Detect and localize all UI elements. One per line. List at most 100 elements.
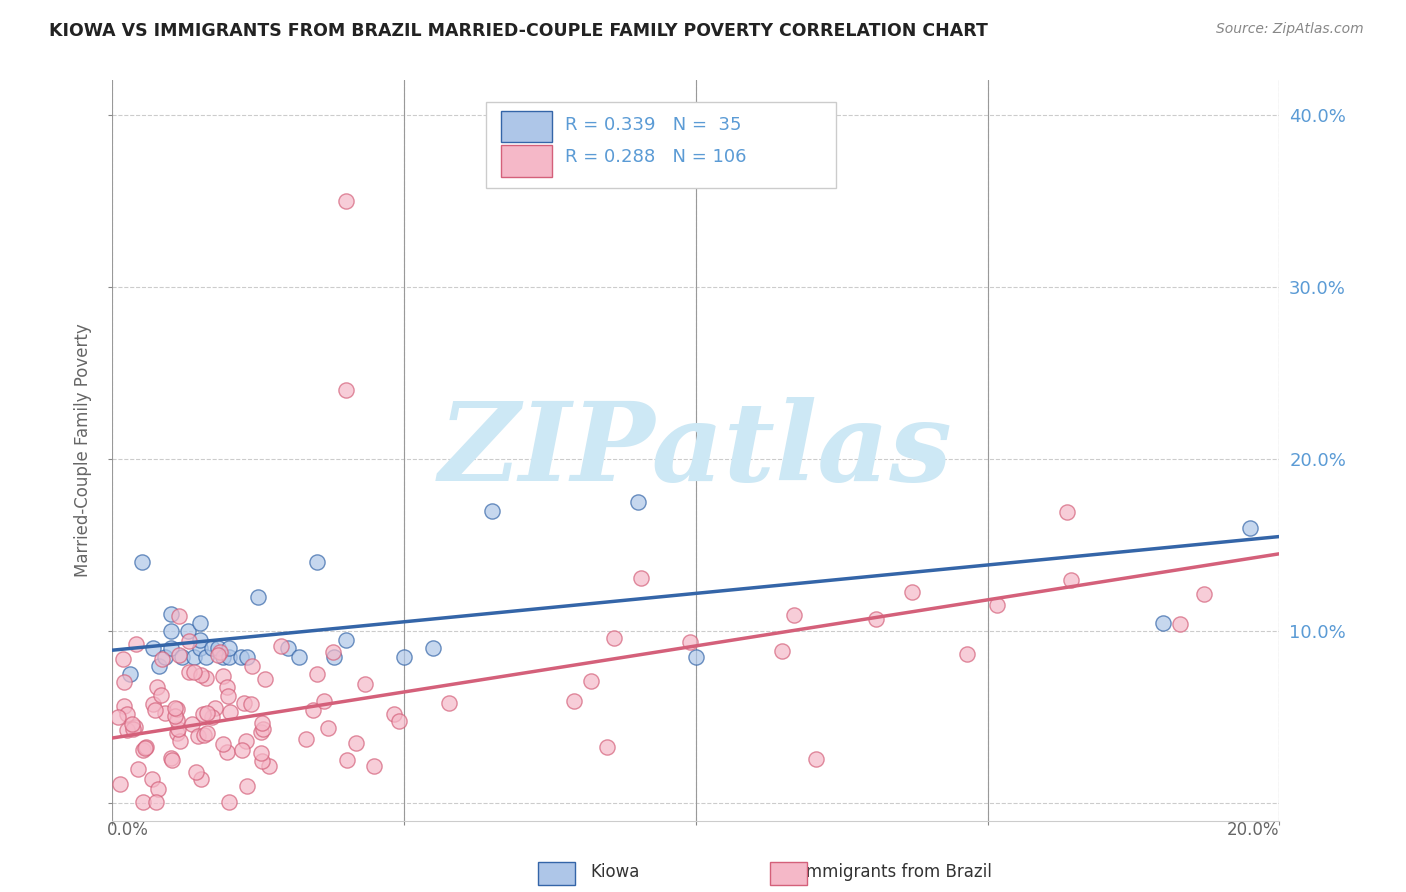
Point [117, 723, 139, 738]
Point [685, 650, 707, 665]
Point [630, 572, 652, 586]
Point [344, 735, 367, 749]
Point [783, 607, 806, 622]
Point [596, 740, 619, 755]
Point [197, 726, 219, 740]
Point [562, 694, 585, 708]
Point [217, 689, 239, 703]
Point [986, 598, 1008, 612]
Point [118, 667, 141, 681]
Point [212, 650, 235, 665]
Point [288, 650, 311, 665]
Point [335, 383, 357, 397]
Point [250, 754, 273, 768]
Point [134, 741, 156, 756]
Point [183, 650, 205, 665]
Point [209, 645, 232, 659]
Text: R = 0.288   N = 106: R = 0.288 N = 106 [565, 148, 747, 167]
Point [295, 731, 318, 746]
Point [901, 584, 924, 599]
Point [163, 709, 186, 723]
Point [121, 722, 143, 736]
Point [215, 745, 238, 759]
Point [363, 759, 385, 773]
Point [235, 734, 257, 748]
Point [865, 612, 887, 626]
Point [201, 710, 224, 724]
Point [145, 795, 167, 809]
Point [1192, 587, 1215, 601]
Point [112, 698, 135, 713]
Point [142, 641, 165, 656]
Point [212, 737, 235, 751]
FancyBboxPatch shape [501, 145, 553, 177]
Point [167, 648, 190, 663]
Point [253, 672, 276, 686]
Point [107, 710, 129, 724]
Point [195, 706, 218, 720]
Point [235, 650, 257, 665]
Point [159, 751, 181, 765]
Point [166, 702, 188, 716]
Text: 0.0%: 0.0% [107, 821, 149, 838]
Point [187, 730, 209, 744]
Point [322, 645, 344, 659]
Point [169, 734, 191, 748]
Point [146, 782, 169, 797]
Point [160, 641, 183, 656]
Point [305, 666, 328, 681]
Point [240, 697, 263, 711]
Point [188, 632, 211, 647]
Point [335, 632, 357, 647]
Point [240, 659, 263, 673]
Point [183, 665, 205, 679]
Point [108, 776, 131, 790]
Point [806, 752, 828, 766]
Point [124, 720, 146, 734]
Point [111, 651, 134, 665]
Point [276, 641, 298, 656]
Point [437, 696, 460, 710]
Point [177, 624, 200, 639]
Point [153, 706, 176, 721]
Point [190, 772, 212, 786]
Text: Source: ZipAtlas.com: Source: ZipAtlas.com [1216, 22, 1364, 37]
Point [172, 650, 194, 665]
Point [336, 753, 359, 767]
Point [579, 673, 602, 688]
Point [481, 504, 503, 518]
Point [146, 681, 169, 695]
Point [219, 705, 242, 719]
Point [770, 644, 793, 658]
Point [188, 615, 211, 630]
Text: KIOWA VS IMMIGRANTS FROM BRAZIL MARRIED-COUPLE FAMILY POVERTY CORRELATION CHART: KIOWA VS IMMIGRANTS FROM BRAZIL MARRIED-… [49, 22, 988, 40]
Point [207, 648, 229, 662]
Point [160, 624, 183, 639]
Point [602, 631, 624, 645]
Point [166, 713, 188, 727]
Point [125, 637, 148, 651]
Text: 20.0%: 20.0% [1227, 821, 1279, 838]
Point [229, 650, 252, 665]
Point [148, 658, 170, 673]
Point [135, 739, 157, 754]
Y-axis label: Married-Couple Family Poverty: Married-Couple Family Poverty [75, 324, 93, 577]
Point [193, 707, 215, 722]
Point [354, 677, 377, 691]
Point [142, 697, 165, 711]
Point [180, 717, 202, 731]
Point [1056, 505, 1078, 519]
Point [218, 641, 240, 656]
Point [231, 743, 253, 757]
Point [270, 639, 292, 653]
Point [190, 667, 212, 681]
Point [194, 650, 217, 665]
Point [388, 714, 411, 728]
Point [153, 650, 176, 665]
Point [195, 672, 218, 686]
Point [143, 703, 166, 717]
Point [160, 753, 183, 767]
Point [314, 694, 336, 708]
Point [323, 650, 346, 665]
Point [167, 608, 190, 623]
